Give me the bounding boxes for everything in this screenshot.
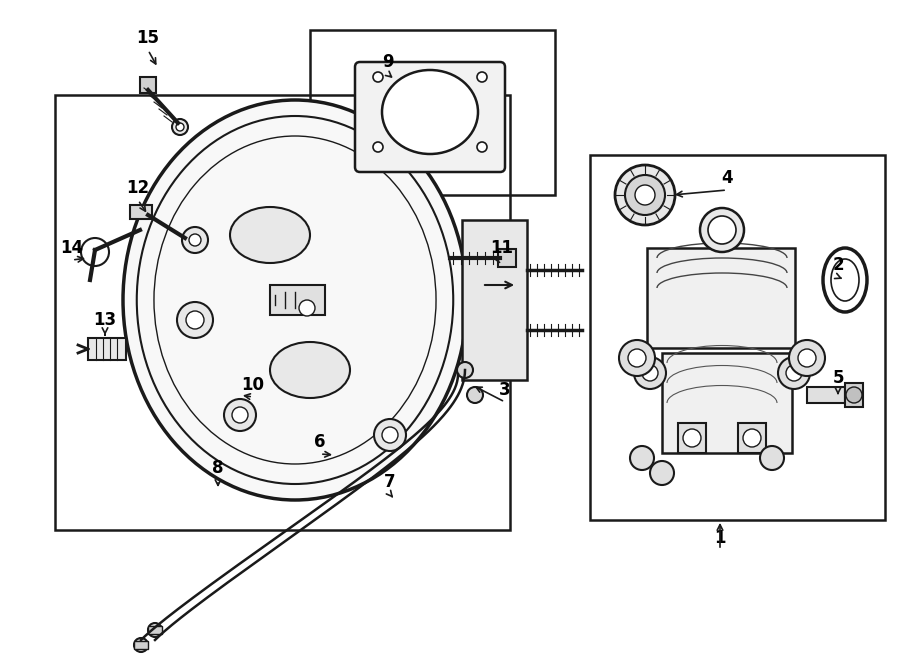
Circle shape: [743, 429, 761, 447]
Circle shape: [172, 119, 188, 135]
Circle shape: [846, 387, 862, 403]
Bar: [310, 30, 555, 195]
Bar: [590, 155, 885, 520]
Bar: [662, 353, 792, 453]
Circle shape: [635, 185, 655, 205]
Circle shape: [760, 446, 784, 470]
Circle shape: [789, 340, 825, 376]
Circle shape: [786, 365, 802, 381]
Bar: [738, 423, 766, 453]
Bar: [678, 423, 706, 453]
Text: 8: 8: [212, 459, 224, 477]
Text: 7: 7: [384, 473, 396, 491]
Ellipse shape: [270, 342, 350, 398]
Bar: [148, 626, 162, 634]
Circle shape: [625, 175, 665, 215]
Bar: [140, 77, 156, 93]
Bar: [88, 338, 126, 360]
Circle shape: [373, 72, 383, 82]
Text: 2: 2: [832, 256, 844, 274]
Bar: [130, 205, 152, 219]
Text: 14: 14: [60, 239, 84, 257]
Circle shape: [177, 302, 213, 338]
Text: 5: 5: [832, 369, 844, 387]
Circle shape: [299, 300, 315, 316]
Circle shape: [134, 638, 148, 652]
Circle shape: [634, 357, 666, 389]
Text: 4: 4: [721, 169, 733, 187]
FancyBboxPatch shape: [355, 62, 505, 172]
Circle shape: [182, 227, 208, 253]
Circle shape: [700, 208, 744, 252]
Circle shape: [176, 123, 184, 131]
Ellipse shape: [382, 70, 478, 154]
Bar: [845, 383, 863, 407]
Circle shape: [619, 340, 655, 376]
Text: 6: 6: [314, 433, 326, 451]
Circle shape: [642, 365, 658, 381]
Ellipse shape: [823, 248, 867, 312]
Text: 9: 9: [382, 53, 394, 71]
Bar: [647, 248, 795, 348]
Bar: [134, 641, 148, 649]
Circle shape: [798, 349, 816, 367]
Circle shape: [374, 419, 406, 451]
Text: 10: 10: [241, 376, 265, 394]
Circle shape: [615, 165, 675, 225]
Circle shape: [708, 216, 736, 244]
Text: 1: 1: [715, 529, 725, 547]
Text: 13: 13: [94, 311, 117, 329]
Circle shape: [778, 357, 810, 389]
Circle shape: [148, 623, 162, 637]
Circle shape: [683, 429, 701, 447]
Circle shape: [628, 349, 646, 367]
Circle shape: [373, 142, 383, 152]
Ellipse shape: [123, 100, 467, 500]
Ellipse shape: [230, 207, 310, 263]
Bar: [55, 95, 510, 530]
Circle shape: [382, 427, 398, 443]
Text: 11: 11: [491, 239, 514, 257]
Circle shape: [232, 407, 248, 423]
Circle shape: [457, 362, 473, 378]
Circle shape: [650, 461, 674, 485]
Text: 12: 12: [126, 179, 149, 197]
Bar: [462, 220, 527, 380]
Circle shape: [186, 311, 204, 329]
Circle shape: [630, 446, 654, 470]
Bar: [270, 285, 325, 315]
Circle shape: [224, 399, 256, 431]
Circle shape: [467, 387, 483, 403]
Ellipse shape: [831, 259, 859, 301]
Text: 3: 3: [500, 381, 511, 399]
Circle shape: [477, 142, 487, 152]
Bar: [498, 249, 516, 267]
Text: 15: 15: [137, 29, 159, 47]
Bar: [807, 387, 845, 403]
Circle shape: [189, 234, 201, 246]
Circle shape: [477, 72, 487, 82]
